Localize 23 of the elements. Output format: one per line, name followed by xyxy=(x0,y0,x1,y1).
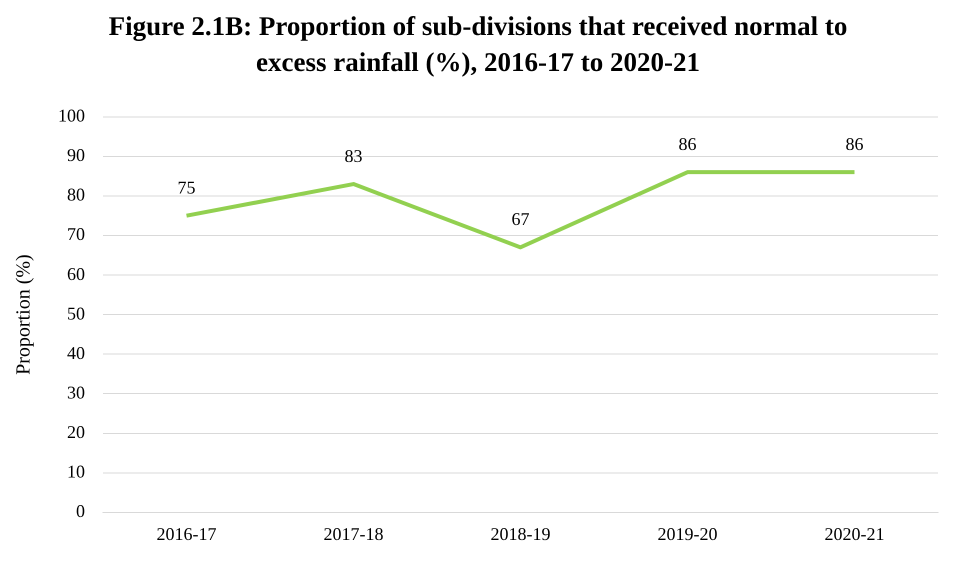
y-tick-label: 70 xyxy=(67,224,85,244)
data-label: 67 xyxy=(512,209,530,230)
y-tick-label: 90 xyxy=(67,145,85,166)
y-tick-label: 100 xyxy=(58,106,85,126)
x-tick-label: 2019-20 xyxy=(658,524,718,544)
y-tick-label: 30 xyxy=(67,382,85,402)
y-axis-title: Proportion (%) xyxy=(12,254,34,375)
data-label: 75 xyxy=(178,177,196,198)
data-label: 83 xyxy=(344,146,362,166)
y-tick-label: 50 xyxy=(67,303,85,324)
x-tick-label: 2017-18 xyxy=(324,524,384,544)
y-tick-label: 80 xyxy=(67,184,85,205)
chart-title: Figure 2.1B: Proportion of sub-divisions that received normal to excess rainfall (%), 2016-17 to 2020-21 xyxy=(108,10,848,79)
y-tick-label: 60 xyxy=(67,264,85,284)
data-label: 86 xyxy=(846,134,864,154)
y-tick-label: 10 xyxy=(67,462,85,482)
y-tick-label: 0 xyxy=(76,501,85,522)
y-tick-label: 40 xyxy=(67,342,85,363)
x-tick-label: 2018-19 xyxy=(490,524,550,544)
y-tick-label: 20 xyxy=(67,422,85,442)
x-tick-label: 2020-21 xyxy=(824,524,884,544)
data-label: 86 xyxy=(678,134,696,154)
x-tick-label: 2016-17 xyxy=(156,524,216,544)
